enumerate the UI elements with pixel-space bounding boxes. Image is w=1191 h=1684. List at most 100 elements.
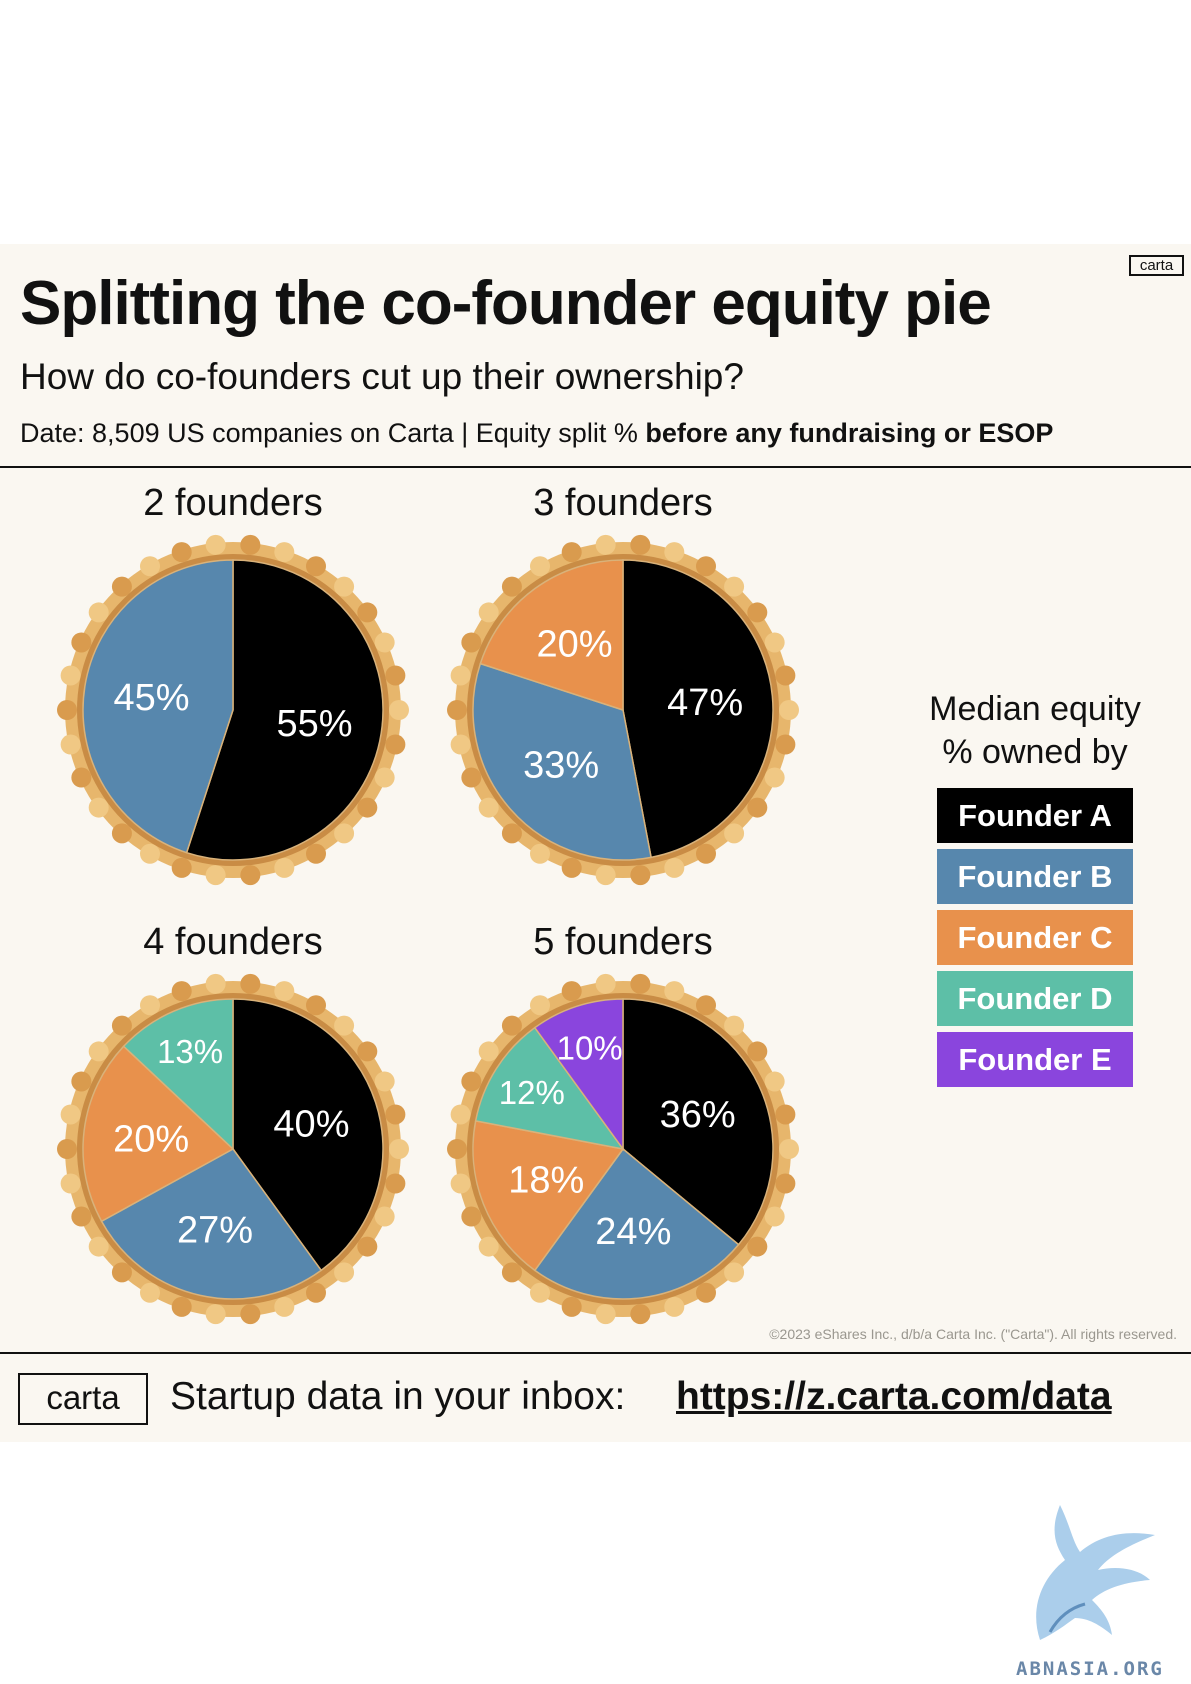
pie-crust-bump: [140, 843, 160, 864]
pie-crust-bump: [88, 602, 109, 623]
pie-crust-bump: [775, 1104, 796, 1125]
legend-heading-line1: Median equity: [929, 690, 1141, 728]
pie-chart: 55% 45%: [57, 534, 409, 886]
footer-text: Startup data in your inbox:: [170, 1375, 626, 1418]
source-note-prefix: Date: 8,509 US companies on Carta | Equi…: [20, 418, 638, 448]
pie-crust-bump: [389, 1139, 409, 1159]
pie-crust-bump: [88, 1041, 109, 1062]
footer-carta-logo: carta: [18, 1373, 148, 1425]
pie-crust-bump: [274, 981, 295, 1002]
source-note-bold: before any fundraising or ESOP: [645, 418, 1054, 448]
pie-slice-label: 36%: [660, 1094, 736, 1136]
pie-crust-bump: [747, 797, 768, 818]
pie-title: 5 founders: [533, 921, 713, 963]
pie-crust-bump: [630, 1304, 651, 1325]
pie-crust-bump: [357, 797, 378, 818]
pie-crust-bump: [696, 1282, 716, 1303]
pie-crust-bump: [530, 843, 550, 864]
pie-crust-bump: [530, 1282, 550, 1303]
pie-slice-label: 20%: [536, 623, 612, 665]
pie-crust-bump: [205, 534, 226, 555]
pie-chart: 40% 27% 20% 13%: [57, 973, 409, 1325]
pie-slice-label: 20%: [113, 1119, 189, 1161]
pie-crust-bump: [595, 973, 616, 994]
pie-crust-bump: [461, 767, 482, 788]
pie-crust-bump: [71, 767, 92, 788]
pie-crust-bump: [630, 865, 651, 886]
pie-crust-bump: [764, 767, 785, 788]
pie-crust-bump: [561, 1296, 582, 1317]
legend-item: Founder C: [937, 910, 1133, 965]
pie-crust-bump: [724, 1015, 745, 1036]
pie-crust-bump: [478, 797, 499, 818]
pie-crust-bump: [664, 857, 685, 878]
pie-crust-bump: [747, 602, 768, 623]
pie-crust-bump: [696, 556, 716, 577]
pie-crust-bump: [88, 797, 109, 818]
page-subtitle: How do co-founders cut up their ownershi…: [20, 356, 744, 397]
footer-link[interactable]: https://z.carta.com/data: [676, 1375, 1112, 1418]
pie-crust-bump: [205, 973, 226, 994]
pie-crust-bump: [724, 1262, 745, 1283]
pie-crust-bump: [374, 1206, 395, 1227]
pie-crust-bump: [450, 665, 471, 686]
pie-crust-bump: [111, 823, 132, 844]
pie-crust-bump: [205, 865, 226, 886]
pie-crust-bump: [205, 1304, 226, 1325]
pie-crust-bump: [478, 1236, 499, 1257]
pie-crust-bump: [306, 1282, 326, 1303]
pie-slice-label: 18%: [508, 1159, 584, 1201]
pie-title: 3 founders: [533, 482, 713, 524]
pie-chart: 47% 33% 20%: [447, 534, 799, 886]
pie-crust-bump: [240, 973, 261, 994]
copyright-note: ©2023 eShares Inc., d/b/a Carta Inc. ("C…: [769, 1326, 1177, 1342]
pie-slice: [82, 559, 234, 854]
pie-crust-bump: [664, 542, 685, 563]
pie-crust-bump: [111, 576, 132, 597]
pie-crust-bump: [501, 1262, 522, 1283]
pie-crust-bump: [450, 734, 471, 755]
pie-crust-bump: [747, 1236, 768, 1257]
pie-slice: [185, 559, 384, 861]
pie-crust-bump: [724, 823, 745, 844]
pie-crust-bump: [357, 602, 378, 623]
pie-crust-bump: [385, 734, 406, 755]
pie-crust-bump: [240, 534, 261, 555]
pie-crust-bump: [530, 556, 550, 577]
legend-heading: Median equity % owned by: [905, 688, 1165, 774]
pie-crust-bump: [747, 1041, 768, 1062]
pie-crust-bump: [561, 981, 582, 1002]
pie-crust-bump: [71, 632, 92, 653]
pie-crust-bump: [595, 865, 616, 886]
carta-badge-logo: carta: [1129, 255, 1184, 276]
pie-crust-bump: [111, 1262, 132, 1283]
source-note: Date: 8,509 US companies on Carta | Equi…: [20, 418, 1053, 449]
pie-crust-bump: [111, 1015, 132, 1036]
pie-crust-bump: [630, 973, 651, 994]
pie-crust-bump: [374, 767, 395, 788]
pie-crust-bump: [306, 843, 326, 864]
pie-crust-bump: [764, 1071, 785, 1092]
legend-item: Founder A: [937, 788, 1133, 843]
pie-crust-bump: [447, 700, 467, 720]
pie-crust-bump: [501, 1015, 522, 1036]
pie-slice: [533, 1147, 740, 1300]
pie-crust-bump: [630, 534, 651, 555]
pie-crust-bump: [595, 1304, 616, 1325]
pie-crust-bump: [389, 700, 409, 720]
pie-crust-bump: [764, 632, 785, 653]
pie-crust-bump: [385, 665, 406, 686]
legend-item: Founder B: [937, 849, 1133, 904]
pie-crust-bump: [724, 576, 745, 597]
pie-crust-bump: [334, 1015, 355, 1036]
pie-crust-bump: [71, 1206, 92, 1227]
pie-crust-bump: [357, 1236, 378, 1257]
pie-slice-label: 27%: [177, 1210, 253, 1252]
griffin-watermark-icon: [1036, 1505, 1155, 1640]
pie-crust-bump: [88, 1236, 109, 1257]
pie-crust-bump: [461, 1071, 482, 1092]
pie-crust-bump: [775, 665, 796, 686]
pie-slice-label: 47%: [667, 682, 743, 724]
header-divider: [0, 466, 1191, 468]
legend-item: Founder D: [937, 971, 1133, 1026]
